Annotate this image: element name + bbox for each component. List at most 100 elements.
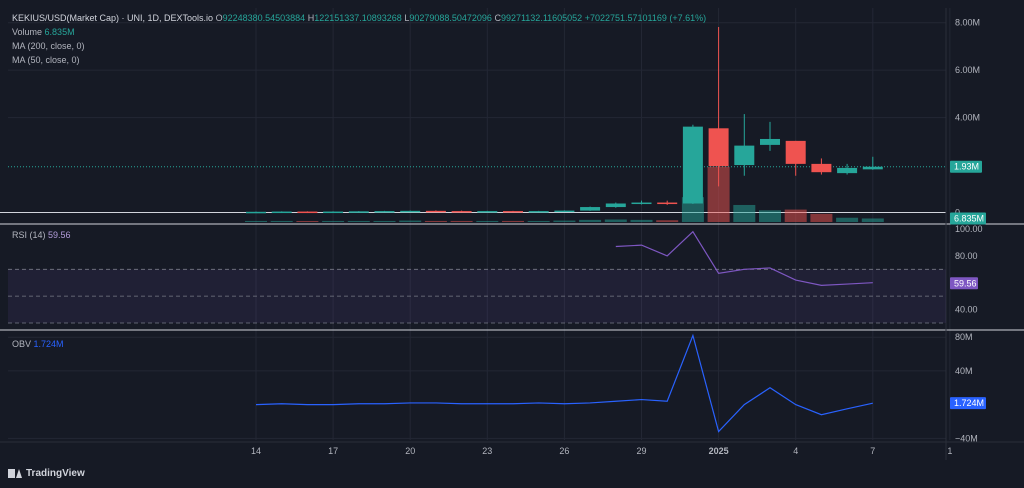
change-value: +7022751.57101169 (+7.61%) xyxy=(584,13,707,23)
candle xyxy=(554,210,575,213)
candle-body xyxy=(657,202,678,205)
price-axis[interactable]: 8.00M6.00M4.00M01.93M6.835M100.0080.0040… xyxy=(950,18,986,444)
volume-bar xyxy=(245,220,267,222)
symbol-meta: · UNI, 1D, DEXTools.io xyxy=(119,13,214,23)
volume-bar xyxy=(707,167,730,222)
ma200-label: MA (200, close, 0) xyxy=(12,41,85,51)
candle-body xyxy=(811,163,832,173)
tradingview-logo-icon xyxy=(8,469,22,478)
volume-bar xyxy=(322,220,345,222)
candle-body xyxy=(425,210,446,213)
candle-body xyxy=(682,126,703,204)
time-tick-label: 7 xyxy=(870,446,875,456)
volume-bar xyxy=(759,210,781,222)
candle-body xyxy=(297,211,318,214)
obv-badge-label: 1.724M xyxy=(954,398,984,408)
rsi-legend[interactable]: RSI (14) 59.56 xyxy=(12,228,71,242)
obv-badge xyxy=(950,397,986,410)
candlestick-series xyxy=(246,27,883,214)
volume-badge-label: 6.835M xyxy=(954,213,984,223)
candle xyxy=(451,210,472,213)
volume-bar xyxy=(424,220,447,222)
rsi-pane xyxy=(8,230,946,324)
rsi-badge xyxy=(950,277,978,290)
candle-body xyxy=(451,211,472,213)
volume-bar xyxy=(836,217,859,222)
time-tick-label: 14 xyxy=(251,446,261,456)
last-price-label: 1.93M xyxy=(954,162,979,172)
high-label: H xyxy=(307,13,315,23)
volume-bar xyxy=(579,219,602,222)
candle-body xyxy=(271,211,292,214)
candle xyxy=(477,210,498,213)
candle-body xyxy=(631,202,652,205)
candle-body xyxy=(580,207,601,211)
volume-bar xyxy=(784,209,807,222)
candle-body xyxy=(605,203,626,208)
open-label: O xyxy=(215,13,223,23)
tradingview-logo-text: TradingView xyxy=(26,468,85,479)
rsi-badge-label: 59.56 xyxy=(954,278,977,288)
candle xyxy=(631,200,652,205)
volume-bar xyxy=(527,220,550,222)
close-value: 99271132.11605052 xyxy=(500,13,583,23)
candle xyxy=(811,158,832,175)
obv-tick-label: 80M xyxy=(955,332,973,342)
time-tick-label: 1 xyxy=(947,446,952,456)
ma200-legend[interactable]: MA (200, close, 0) xyxy=(12,39,85,53)
time-tick-label: 20 xyxy=(405,446,415,456)
candle xyxy=(528,210,549,213)
tradingview-logo[interactable]: TradingView xyxy=(8,468,85,479)
obv-tick-label: −40M xyxy=(955,433,978,443)
time-tick-label: 23 xyxy=(482,446,492,456)
candle-body xyxy=(734,145,755,166)
candle xyxy=(297,211,318,214)
volume-legend[interactable]: Volume 6.835M xyxy=(12,25,75,39)
candle-body xyxy=(708,128,729,167)
candle xyxy=(657,200,678,205)
candle-body xyxy=(528,211,549,213)
low-label: L xyxy=(404,13,410,23)
candle xyxy=(271,211,292,214)
obv-line xyxy=(255,333,873,433)
candle xyxy=(425,210,446,213)
candle xyxy=(785,140,806,176)
candle-body xyxy=(760,138,780,145)
obv-legend[interactable]: OBV 1.724M xyxy=(12,337,64,351)
symbol-label[interactable]: KEKIUS/USD(Market Cap) xyxy=(12,13,120,23)
volume-bar xyxy=(810,213,833,222)
open-value: 92248380.54503884 xyxy=(222,13,306,23)
volume-bar xyxy=(733,204,756,222)
candle-body xyxy=(785,140,806,164)
candle-body xyxy=(323,211,344,214)
price-tick-label: 6.00M xyxy=(955,65,980,75)
candle-body xyxy=(477,211,498,213)
candle xyxy=(708,27,729,187)
candle xyxy=(605,202,626,208)
time-tick-label: 26 xyxy=(559,446,569,456)
volume-bar xyxy=(604,219,627,222)
candle-body xyxy=(503,211,523,213)
candle xyxy=(682,124,703,204)
volume-bar xyxy=(656,220,679,222)
candle-body xyxy=(374,211,395,213)
candle-body xyxy=(554,210,575,213)
rsi-line xyxy=(615,230,873,286)
time-axis[interactable]: 14 17 20 23 26 29 2025 4 7 1 xyxy=(251,446,952,456)
price-tick-label: 8.00M xyxy=(955,18,980,28)
time-tick-label: 29 xyxy=(636,446,646,456)
candle xyxy=(734,114,755,176)
rsi-tick-label: 80.00 xyxy=(955,251,978,261)
volume-bar xyxy=(270,220,293,222)
low-value: 90279088.50472096 xyxy=(409,13,492,23)
time-tick-label: 2025 xyxy=(709,446,729,456)
volume-bar xyxy=(630,219,653,222)
volume-label: Volume xyxy=(12,27,43,37)
volume-bar xyxy=(553,220,576,222)
candle xyxy=(503,210,523,213)
pane-separators xyxy=(0,8,1024,460)
ma50-legend[interactable]: MA (50, close, 0) xyxy=(12,53,80,67)
candle xyxy=(580,206,601,211)
time-tick-label: 4 xyxy=(793,446,798,456)
